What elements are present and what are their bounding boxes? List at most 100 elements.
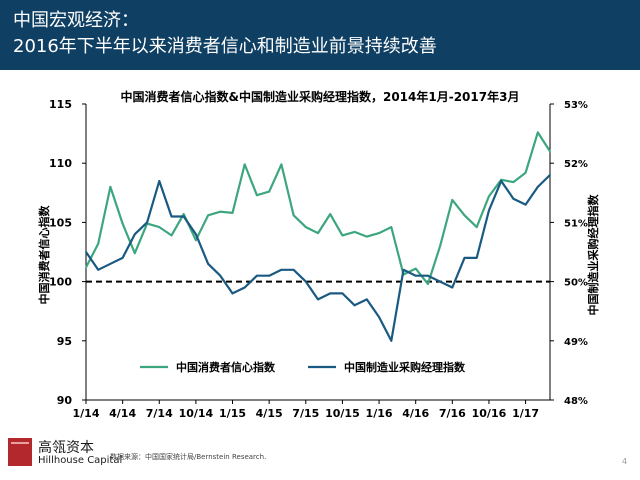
- consumer-confidence-point: [426, 283, 429, 285]
- pmi-point: [292, 268, 295, 271]
- pmi-point: [170, 215, 173, 218]
- y-right-tick-label: 49%: [564, 337, 588, 348]
- pmi-point: [353, 304, 356, 307]
- x-tick-label: 7/15: [292, 407, 319, 420]
- pmi-point: [451, 286, 454, 289]
- consumer-confidence-point: [512, 181, 515, 184]
- consumer-confidence-point: [488, 195, 490, 198]
- consumer-confidence-point: [317, 232, 319, 234]
- pmi-point: [133, 233, 136, 236]
- y-left-tick-label: 90: [57, 394, 73, 407]
- pmi-point: [500, 180, 503, 182]
- x-tick-label: 10/15: [325, 407, 360, 420]
- pmi-point: [549, 174, 551, 176]
- pmi-point: [365, 298, 368, 301]
- x-tick-label: 1/17: [512, 407, 539, 420]
- chart-title: 中国消费者信心指数&中国制造业采购经理指数，2014年1月-2017年3月: [121, 89, 520, 104]
- pmi-point: [207, 262, 210, 265]
- chart-area: 90 95 100 105 110 115 48% 49% 50% 51% 52% 53% 1/14 4/…: [37, 89, 600, 420]
- y-left-tick-label: 100: [49, 276, 72, 289]
- consumer-confidence-point: [524, 171, 527, 174]
- consumer-confidence-point: [243, 163, 246, 166]
- pmi-point: [121, 257, 124, 259]
- pmi-point: [97, 268, 100, 271]
- consumer-confidence-point: [97, 242, 100, 245]
- consumer-confidence-point: [194, 239, 197, 242]
- pmi-point: [414, 274, 417, 277]
- x-tick-label: 1/16: [366, 407, 393, 420]
- consumer-confidence-point: [304, 226, 307, 229]
- consumer-confidence-point: [353, 230, 356, 233]
- pmi-point: [109, 262, 112, 265]
- y-right-tick-label: 50%: [564, 278, 588, 289]
- brand-name-en: Hillhouse Capital: [38, 455, 123, 466]
- x-tick-label: 10/16: [472, 407, 507, 420]
- consumer-confidence-point: [365, 235, 368, 238]
- consumer-confidence-point: [549, 150, 551, 153]
- pmi-point: [85, 251, 87, 253]
- pmi-point: [268, 274, 271, 277]
- pmi-point: [194, 233, 197, 236]
- consumer-confidence-point: [231, 212, 234, 214]
- pmi-point: [426, 274, 429, 277]
- pmi-point: [341, 292, 344, 295]
- x-tick-label: 10/14: [179, 407, 214, 420]
- y-right-tick-label: 53%: [564, 100, 588, 111]
- pmi-point: [304, 280, 307, 283]
- pmi-point: [231, 292, 234, 295]
- x-tick-label: 7/16: [439, 407, 466, 420]
- y-left-tick-label: 95: [57, 335, 72, 348]
- legend-consumer-confidence-label: 中国消费者信心指数: [176, 360, 276, 374]
- pmi-point: [488, 209, 490, 212]
- consumer-confidence-point: [329, 213, 332, 216]
- header-title-line2: 2016年下半年以来消费者信心和制造业前景持续改善: [13, 36, 437, 57]
- pmi-point: [390, 339, 393, 342]
- y-right-tick-label: 51%: [564, 218, 588, 229]
- pmi-point: [256, 274, 258, 277]
- consumer-confidence-point: [170, 234, 173, 237]
- pmi-point: [536, 185, 539, 188]
- consumer-confidence-point: [268, 190, 271, 193]
- pmi-point: [439, 280, 442, 283]
- x-tick-label: 1/14: [73, 407, 100, 420]
- x-tick-label: 4/15: [256, 407, 283, 420]
- y-left-tick-label: 105: [49, 216, 72, 229]
- pmi-point: [402, 268, 405, 271]
- consumer-confidence-point: [463, 214, 466, 217]
- consumer-confidence-point: [292, 214, 295, 217]
- y-left-tick-label: 115: [49, 98, 72, 111]
- brand-name-cn: 高瓴资本: [38, 440, 94, 456]
- x-tick-label: 7/14: [146, 407, 173, 420]
- data-source-note: 数据来源：中国国家统计局/Bernstein Research.: [110, 453, 267, 461]
- consumer-confidence-point: [85, 266, 87, 269]
- consumer-confidence-point: [451, 199, 454, 201]
- consumer-confidence-point: [536, 131, 539, 134]
- pmi-point: [463, 257, 466, 259]
- pmi-point: [524, 203, 527, 206]
- consumer-confidence-point: [475, 226, 478, 229]
- consumer-confidence-point: [109, 185, 112, 188]
- pmi-point: [182, 215, 185, 218]
- legend-pmi-label: 中国制造业采购经理指数: [344, 360, 466, 374]
- consumer-confidence-point: [390, 226, 393, 229]
- pmi-line: [85, 174, 551, 342]
- pmi-point: [158, 180, 161, 182]
- y-right-tick-label: 48%: [564, 396, 588, 407]
- pmi-point: [378, 316, 380, 319]
- consumer-confidence-point: [133, 252, 136, 255]
- consumer-confidence-point: [256, 194, 258, 197]
- y-left-tick-label: 110: [49, 157, 72, 170]
- page-number: 4: [622, 457, 628, 466]
- header-bar: 中国宏观经济： 2016年下半年以来消费者信心和制造业前景持续改善: [0, 0, 640, 70]
- pmi-point: [317, 298, 319, 301]
- x-tick-label: 4/16: [402, 407, 429, 420]
- pmi-point: [243, 286, 246, 289]
- consumer-confidence-point: [182, 213, 185, 216]
- x-tick-label: 1/15: [219, 407, 246, 420]
- y-axis-right-label: 中国制造业采购经理指数: [586, 194, 600, 316]
- y-right-tick-label: 52%: [564, 159, 588, 170]
- pmi-point: [219, 274, 222, 277]
- pmi-point: [280, 268, 283, 271]
- pmi-point: [146, 221, 148, 224]
- consumer-confidence-point: [378, 232, 380, 234]
